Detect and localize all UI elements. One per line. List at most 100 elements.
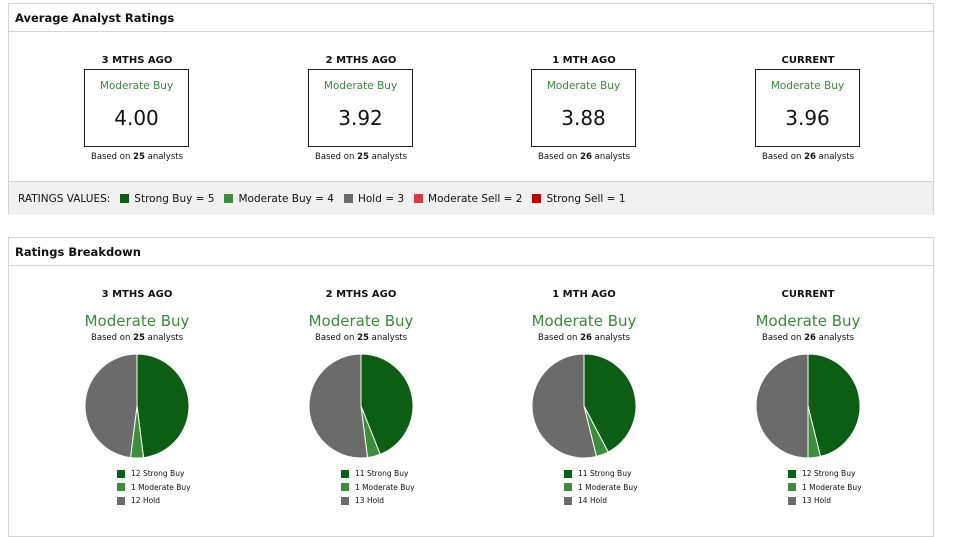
pie-chart [84,353,190,459]
divider [9,265,933,266]
panel-title: Average Analyst Ratings [15,11,175,25]
pie-legend-item: 14 Hold [564,494,664,508]
slice-name: Strong Buy [813,469,856,479]
legend-swatch [788,483,796,492]
analyst-count: 26 [804,152,816,162]
rating-text: Moderate Buy [770,80,845,92]
legend-swatch [564,469,572,478]
rating-score: 3.92 [338,106,383,130]
based-prefix: Based on [90,152,131,162]
legend-label: Strong Sell = 1 [546,192,626,205]
based-prefix: Based on [537,152,578,162]
slice-name: Hold [366,496,385,506]
slice-name: Moderate Buy [809,482,862,492]
analyst-count: 25 [357,152,369,162]
slice-count: 12 [131,469,141,479]
based-suffix: analysts [594,333,631,343]
legend-swatch [341,469,349,478]
period-label: 1 MTH AGO [552,55,616,66]
slice-count: 12 [802,469,812,479]
legend-item: Strong Sell = 1 [532,192,626,205]
rating-score: 4.00 [114,106,159,130]
legend-item: Strong Buy = 5 [120,193,214,205]
divider [9,31,933,32]
slice-count: 1 [578,482,583,492]
rating-text: Moderate Buy [755,312,861,330]
pie-legend-item: 11 Strong Buy [341,467,441,481]
slice-name: Strong Buy [142,469,185,479]
rating-column: 3 MTHS AGO Moderate Buy 4.00 Based on 25 an… [57,55,217,170]
rating-text: Moderate Buy [308,312,414,330]
based-prefix: Based on [537,333,578,343]
based-on: Based on 26 analysts [728,152,888,162]
period-label: CURRENT [781,55,835,66]
based-suffix: analysts [147,333,184,343]
based-prefix: Based on [761,333,802,343]
based-on: Based on 25 analysts [57,333,217,343]
slice-name: Strong Buy [366,469,409,479]
pie-legend: 12 Strong Buy 1 Moderate Buy 12 Hold [117,467,217,508]
slice-count: 12 [131,496,141,506]
legend-swatch [120,194,130,203]
pie-legend: 11 Strong Buy 1 Moderate Buy 14 Hold [564,467,664,508]
breakdown-column: CURRENT Moderate Buy Based on 26 analysts 1… [728,289,888,508]
slice-name: Moderate Buy [138,482,191,492]
rating-box: Moderate Buy 3.96 [755,69,860,147]
rating-box: Moderate Buy 3.88 [531,69,636,147]
slice-count: 1 [802,482,807,492]
period-label: CURRENT [781,289,835,300]
legend-swatch [341,496,349,505]
legend-label: Strong Buy = 5 [134,192,215,205]
pie-slice [531,353,598,459]
rating-score: 3.88 [561,106,606,130]
legend-swatch [341,483,349,492]
based-suffix: analysts [594,152,631,162]
based-prefix: Based on [761,152,802,162]
slice-name: Hold [142,496,161,506]
slice-count: 14 [578,496,588,506]
slice-count: 11 [355,469,365,479]
rating-column: 1 MTH AGO Moderate Buy 3.88 Based on 26 ana… [504,55,664,170]
rating-text: Moderate Buy [323,80,398,92]
period-label: 2 MTHS AGO [325,289,397,300]
legend-swatch [564,496,572,505]
rating-text: Moderate Buy [546,80,621,92]
pie-chart [308,353,414,459]
rating-text: Moderate Buy [99,80,174,92]
pie-legend-item: 1 Moderate Buy [788,481,888,495]
pie-chart [755,353,861,459]
legend-title: RATINGS VALUES: [18,192,111,205]
pie-slice [807,353,861,458]
pie-legend-item: 11 Strong Buy [564,467,664,481]
analyst-count: 25 [133,333,145,343]
analyst-count: 25 [357,333,369,343]
panel-title: Ratings Breakdown [15,245,141,259]
analyst-count: 25 [133,152,145,162]
based-on: Based on 26 analysts [504,152,664,162]
breakdown-column: 1 MTH AGO Moderate Buy Based on 26 analyst… [504,289,664,508]
slice-count: 11 [578,469,588,479]
slice-count: 13 [802,496,812,506]
pie-slice [755,353,809,459]
legend-item: Moderate Buy = 4 [224,193,334,205]
pie-legend-item: 13 Hold [788,494,888,508]
ratings-breakdown-panel: Ratings Breakdown 3 MTHS AGO Moderate Buy… [8,237,934,537]
rating-box: Moderate Buy 3.92 [308,69,413,147]
ratings-legend: RATINGS VALUES: Strong Buy = 5 Moderate B… [9,181,933,215]
average-ratings-panel: Average Analyst Ratings 3 MTHS AGO Modera… [8,3,934,215]
slice-count: 1 [131,482,136,492]
pie-legend-item: 13 Hold [341,494,441,508]
legend-swatch [788,469,796,478]
legend-item: Moderate Sell = 2 [414,193,522,205]
pie-legend: 12 Strong Buy 1 Moderate Buy 13 Hold [788,467,888,508]
pie-chart [531,353,637,459]
breakdown-column: 3 MTHS AGO Moderate Buy Based on 25 analys… [57,289,217,508]
slice-name: Moderate Buy [585,482,638,492]
based-on: Based on 25 analysts [281,333,441,343]
period-label: 3 MTHS AGO [101,55,173,66]
slice-name: Moderate Buy [362,482,415,492]
legend-swatch [414,194,424,203]
based-suffix: analysts [818,152,855,162]
slice-count: 1 [355,482,360,492]
